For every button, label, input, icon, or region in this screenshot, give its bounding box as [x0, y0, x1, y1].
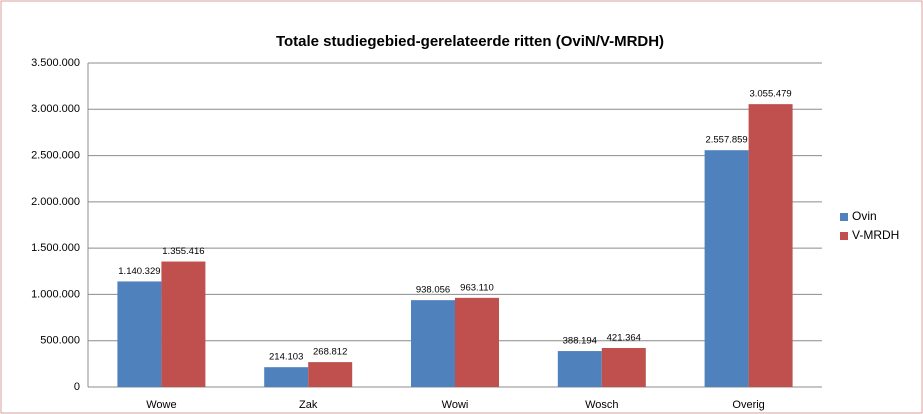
x-tick-label: Wowi: [442, 399, 469, 411]
bar: [161, 261, 206, 387]
y-tick-label: 2.500.000: [31, 149, 80, 161]
value-label: 1.355.416: [162, 246, 204, 257]
bar: [748, 104, 793, 388]
value-label: 268.812: [313, 347, 347, 358]
legend-swatch: [840, 213, 848, 221]
legend-label: V-MRDH: [852, 228, 899, 242]
bar: [704, 150, 749, 387]
value-label: 963.110: [460, 282, 494, 293]
legend-swatch: [840, 232, 848, 240]
bar: [601, 347, 646, 387]
y-tick-label: 1.000.000: [31, 288, 80, 300]
bar: [117, 281, 162, 387]
legend-label: Ovin: [852, 209, 877, 223]
y-tick-label: 2.000.000: [31, 196, 80, 208]
value-label: 388.194: [563, 336, 597, 347]
x-tick-label: Zak: [299, 399, 318, 411]
y-tick-label: 0: [74, 381, 80, 393]
chart-title: Totale studiegebied-gerelateerde ritten …: [276, 33, 664, 50]
value-label: 938.056: [416, 285, 450, 296]
bar: [411, 300, 455, 387]
x-tick-label: Wowe: [146, 399, 176, 411]
x-tick-label: Wosch: [585, 399, 618, 411]
bar: [455, 297, 499, 387]
value-label: 1.140.329: [118, 266, 160, 277]
x-tick-label: Overig: [732, 399, 764, 411]
value-label: 421.364: [607, 333, 641, 344]
value-label: 214.103: [269, 352, 303, 363]
bar: [557, 351, 602, 387]
y-tick-label: 1.500.000: [31, 242, 80, 254]
y-tick-label: 500.000: [40, 335, 80, 347]
y-tick-label: 3.000.000: [31, 103, 80, 115]
bar: [308, 362, 353, 387]
bar: [264, 367, 309, 387]
value-label: 3.055.479: [749, 89, 791, 100]
value-label: 2.557.859: [705, 135, 747, 146]
y-tick-label: 3.500.000: [31, 57, 80, 69]
